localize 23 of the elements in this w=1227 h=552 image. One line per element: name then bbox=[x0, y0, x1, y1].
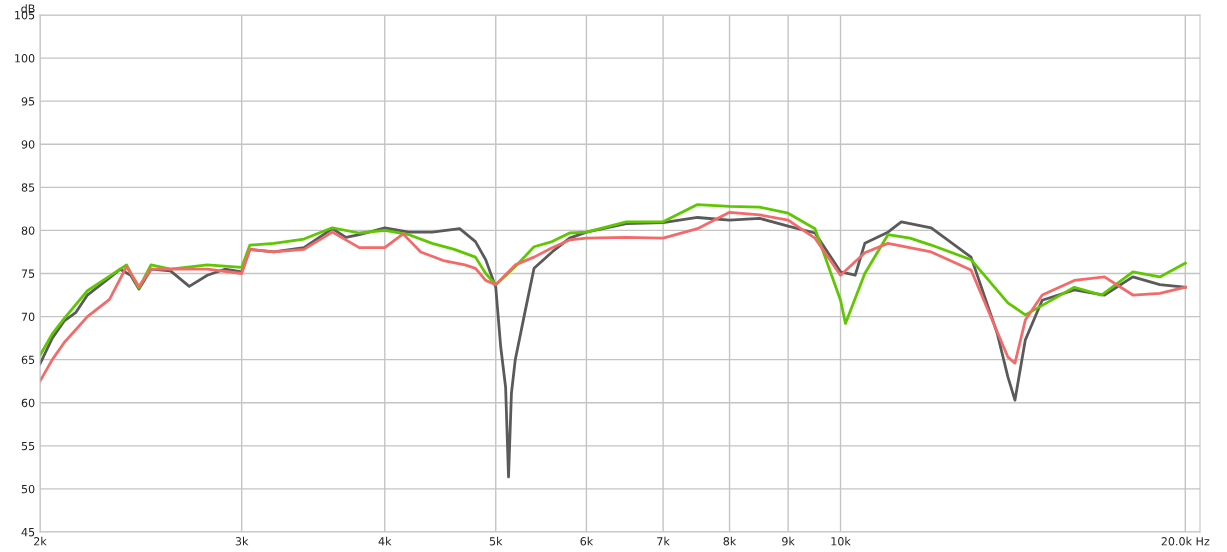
x-tick-label: 7k bbox=[657, 536, 670, 546]
x-tick-label: 5k bbox=[489, 536, 503, 546]
x-tick-label: 3k bbox=[235, 536, 249, 546]
y-tick-label: 70 bbox=[21, 312, 35, 321]
y-tick-label: 85 bbox=[21, 183, 35, 192]
x-tick-label: 6k bbox=[580, 536, 594, 546]
y-tick-label: 100 bbox=[15, 54, 35, 63]
y-tick-label: 55 bbox=[21, 441, 35, 451]
y-tick-label: 65 bbox=[21, 355, 35, 365]
x-tick-label: 10k bbox=[831, 536, 851, 546]
x-tick-label: 20.0k Hz bbox=[1161, 536, 1210, 546]
y-tick-label: 75 bbox=[21, 269, 35, 278]
x-tick-label: 2k bbox=[34, 536, 47, 546]
y-tick-label: 50 bbox=[21, 484, 35, 494]
y-tick-label: 95 bbox=[21, 97, 35, 106]
x-tick-label: 4k bbox=[378, 536, 392, 546]
y-tick-label: 80 bbox=[21, 226, 35, 235]
x-tick-label: 8k bbox=[723, 536, 737, 546]
y-tick-label: 60 bbox=[21, 398, 35, 408]
y-tick-label: 45 bbox=[21, 528, 35, 537]
y-tick-label: 90 bbox=[21, 140, 35, 149]
y-axis-title: dB bbox=[21, 4, 35, 13]
x-tick-label: 9k bbox=[782, 536, 795, 546]
